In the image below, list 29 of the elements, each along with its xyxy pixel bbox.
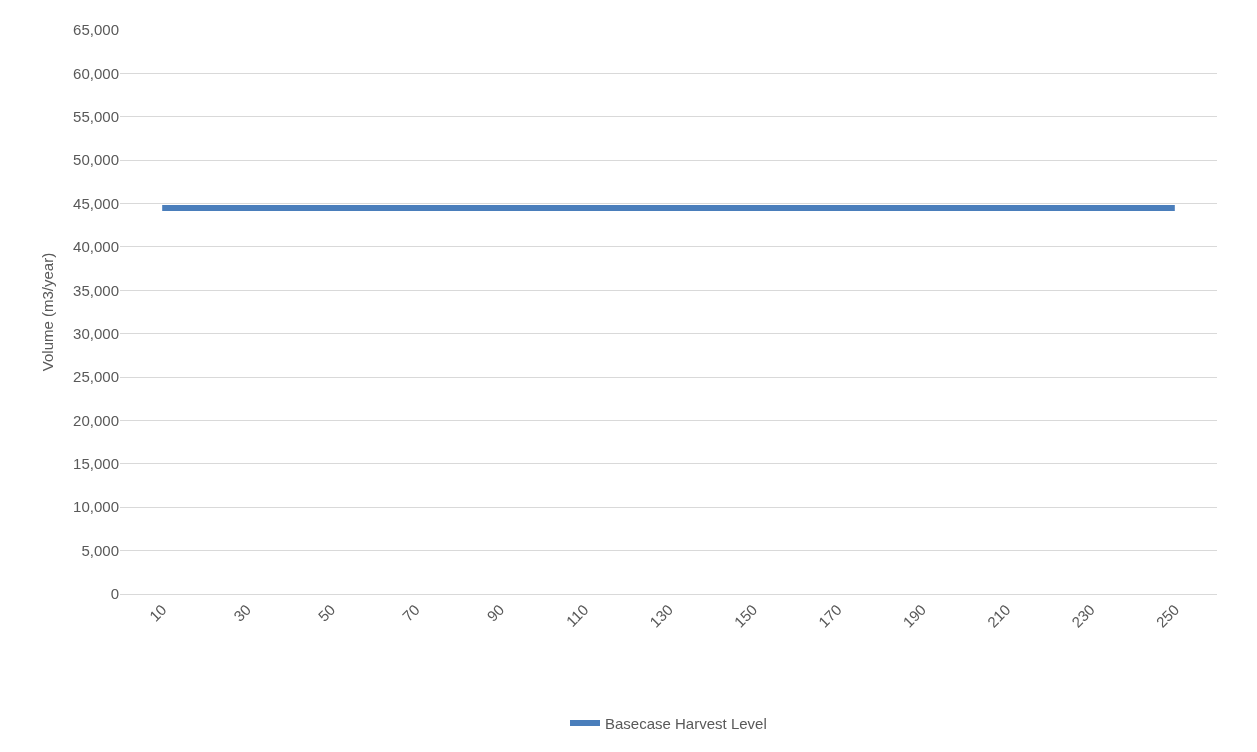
y-tick-label: 40,000 (73, 238, 119, 256)
y-tick-label: 25,000 (73, 368, 119, 386)
x-tick-label: 190 (899, 600, 930, 631)
x-tick-label: 30 (230, 600, 254, 625)
y-tick-label: 0 (110, 585, 119, 603)
x-tick-label: 210 (983, 600, 1014, 631)
x-tick-label: 10 (145, 600, 170, 625)
x-tick-label: 230 (1068, 600, 1098, 631)
y-tick-label: 20,000 (73, 411, 119, 429)
y-tick-label: 15,000 (73, 455, 119, 473)
x-tick-label: 250 (1152, 600, 1183, 631)
y-tick-label: 10,000 (73, 498, 119, 516)
y-tick-label: 55,000 (73, 108, 119, 126)
y-tick-label: 50,000 (73, 151, 119, 169)
y-tick-label: 35,000 (73, 281, 119, 299)
x-tick-label: 110 (562, 600, 592, 630)
x-tick-label: 70 (398, 600, 423, 625)
legend-label: Basecase Harvest Level (605, 714, 767, 732)
x-tick-label: 170 (814, 600, 845, 631)
x-tick-label: 50 (314, 600, 339, 625)
y-tick-label: 30,000 (73, 324, 119, 342)
x-tick-label: 150 (730, 600, 761, 631)
y-tick-label: 45,000 (73, 194, 119, 212)
y-tick-label: 65,000 (73, 21, 119, 39)
x-tick-label: 90 (483, 600, 508, 625)
x-tick-label: 130 (646, 600, 676, 631)
y-tick-label: 60,000 (73, 64, 119, 82)
y-axis-title: Volume (m3/year) (39, 252, 57, 372)
y-tick-label: 5,000 (81, 541, 119, 559)
